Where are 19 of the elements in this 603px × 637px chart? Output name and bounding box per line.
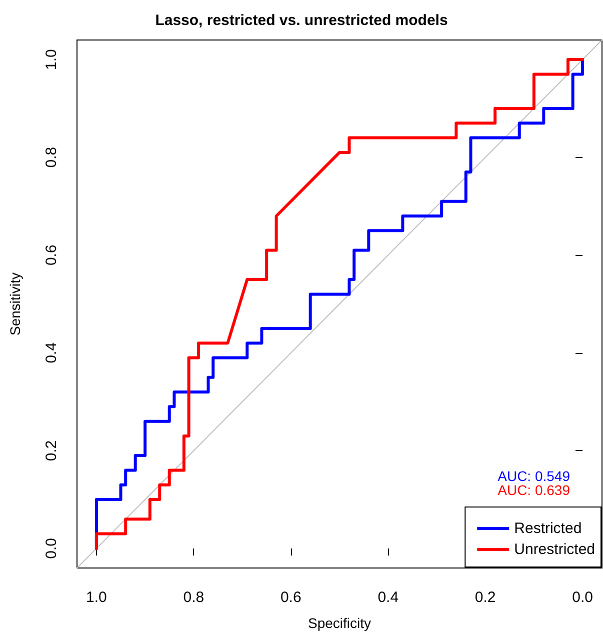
y-tick-label: 0.4 bbox=[43, 342, 60, 364]
x-tick-label: 0.4 bbox=[378, 589, 399, 606]
y-tick-label: 0.6 bbox=[43, 244, 60, 266]
y-tick-label: 0.8 bbox=[43, 146, 60, 168]
legend-label: Unrestricted bbox=[514, 541, 595, 558]
y-tick-label: 0.0 bbox=[43, 538, 60, 559]
y-tick-label: 1.0 bbox=[43, 49, 60, 70]
x-tick-label: 0.6 bbox=[280, 589, 302, 606]
legend-label: Restricted bbox=[514, 520, 582, 537]
x-tick-label: 0.2 bbox=[474, 589, 496, 606]
chart-title: Lasso, restricted vs. unrestricted models bbox=[155, 12, 448, 29]
y-axis-title: Sensitivity bbox=[7, 272, 23, 336]
x-tick-label: 0.0 bbox=[572, 589, 593, 606]
y-tick-label: 0.2 bbox=[43, 440, 60, 462]
annotation: AUC: 0.639 bbox=[498, 482, 570, 498]
x-axis-title: Specificity bbox=[308, 615, 372, 631]
annotation: AUC: 0.549 bbox=[498, 468, 570, 484]
x-tick-label: 0.8 bbox=[183, 589, 204, 606]
x-tick-label: 1.0 bbox=[86, 589, 107, 606]
